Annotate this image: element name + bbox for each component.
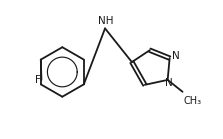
- Text: NH: NH: [98, 16, 114, 26]
- Text: F: F: [35, 75, 40, 85]
- Text: N: N: [165, 78, 173, 88]
- Text: CH₃: CH₃: [184, 96, 202, 106]
- Text: N: N: [172, 51, 179, 61]
